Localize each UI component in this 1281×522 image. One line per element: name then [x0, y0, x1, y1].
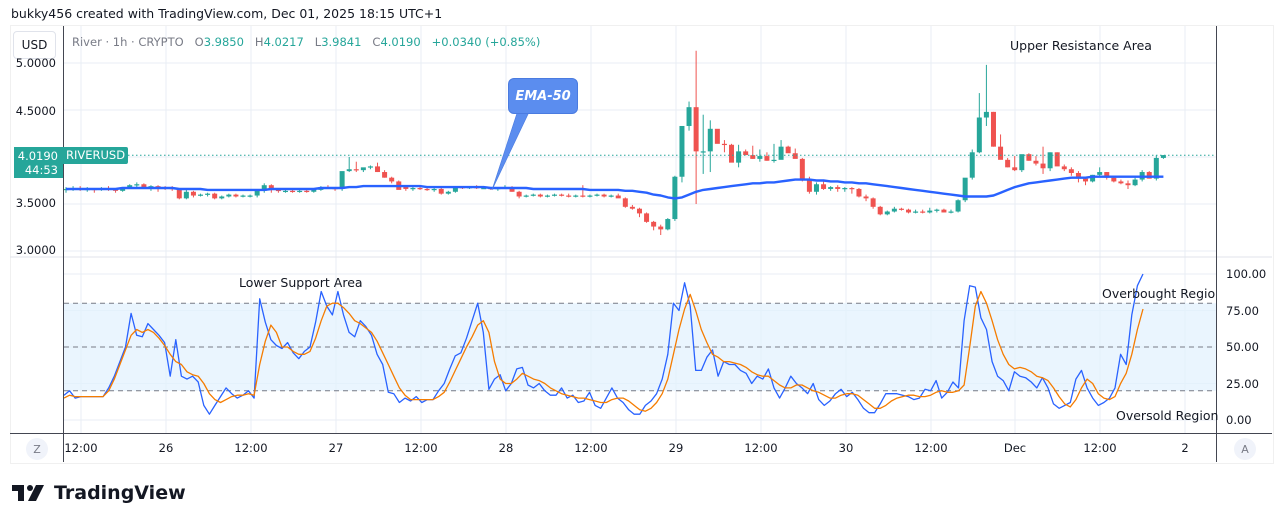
- tradingview-logo-icon: [12, 485, 44, 501]
- oversold-label[interactable]: Oversold Region: [1116, 408, 1219, 423]
- symbol-info[interactable]: River · 1h · CRYPTO: [72, 35, 184, 49]
- time-tick: 12:00: [404, 441, 438, 455]
- last-price-tag: 4.0190 44:53: [14, 147, 63, 178]
- low-value: 3.9841: [321, 35, 362, 49]
- time-tick: Dec: [1003, 441, 1027, 455]
- time-axis-border: [10, 433, 1272, 434]
- high-label: H: [254, 35, 264, 49]
- symbol-legend: River · 1h · CRYPTO O3.9850 H4.0217 L3.9…: [72, 35, 540, 49]
- lower-support-label[interactable]: Lower Support Area: [239, 275, 363, 290]
- tradingview-logo: TradingView: [12, 482, 186, 504]
- close-value: 4.0190: [380, 35, 421, 49]
- time-tick: 12:00: [234, 441, 268, 455]
- price-tick: 4.5000: [15, 104, 56, 118]
- time-tick: 27: [328, 441, 344, 455]
- zoom-reset-button[interactable]: Z: [26, 438, 48, 460]
- open-value: 3.9850: [203, 35, 244, 49]
- time-tick: 28: [498, 441, 514, 455]
- time-tick: 12:00: [64, 441, 98, 455]
- time-tick: 12:00: [744, 441, 778, 455]
- time-tick: 2: [1181, 441, 1189, 455]
- stoch-tick: 50.00: [1226, 340, 1259, 354]
- open-label: O: [194, 35, 204, 49]
- overbought-label[interactable]: Overbought Region: [1102, 286, 1216, 301]
- logo-text: TradingView: [54, 482, 186, 504]
- chart-credit: bukky456 created with TradingView.com, D…: [11, 6, 443, 21]
- high-value: 4.0217: [263, 35, 304, 49]
- stoch-tick: 25.00: [1226, 377, 1259, 391]
- time-tick: 29: [668, 441, 684, 455]
- price-tick: 5.0000: [15, 56, 56, 70]
- upper-resistance-label[interactable]: Upper Resistance Area: [1010, 38, 1152, 53]
- time-tick: 26: [158, 441, 174, 455]
- change-value: +0.0340 (+0.85%): [431, 35, 541, 49]
- time-tick: 12:00: [574, 441, 608, 455]
- price-tick: 3.0000: [15, 243, 56, 257]
- time-tick: 12:00: [1083, 441, 1117, 455]
- close-label: C: [372, 35, 381, 49]
- time-tick: 12:00: [914, 441, 948, 455]
- price-axis-border: [63, 26, 64, 462]
- price-tick: 3.5000: [15, 196, 56, 210]
- ema-50-callout[interactable]: EMA-50: [508, 78, 578, 114]
- stoch-tick: 0.00: [1226, 413, 1252, 427]
- auto-scale-button[interactable]: A: [1234, 438, 1256, 460]
- currency-button[interactable]: USD: [13, 31, 56, 59]
- low-label: L: [314, 35, 322, 49]
- time-tick: 30: [838, 441, 854, 455]
- last-price: 4.0190: [17, 149, 58, 163]
- bar-countdown: 44:53: [24, 163, 58, 177]
- stoch-axis-border: [1216, 26, 1217, 462]
- symbol-tag: RIVERUSD: [63, 147, 129, 164]
- stoch-tick: 75.00: [1226, 304, 1259, 318]
- stoch-tick: 100.00: [1226, 267, 1267, 281]
